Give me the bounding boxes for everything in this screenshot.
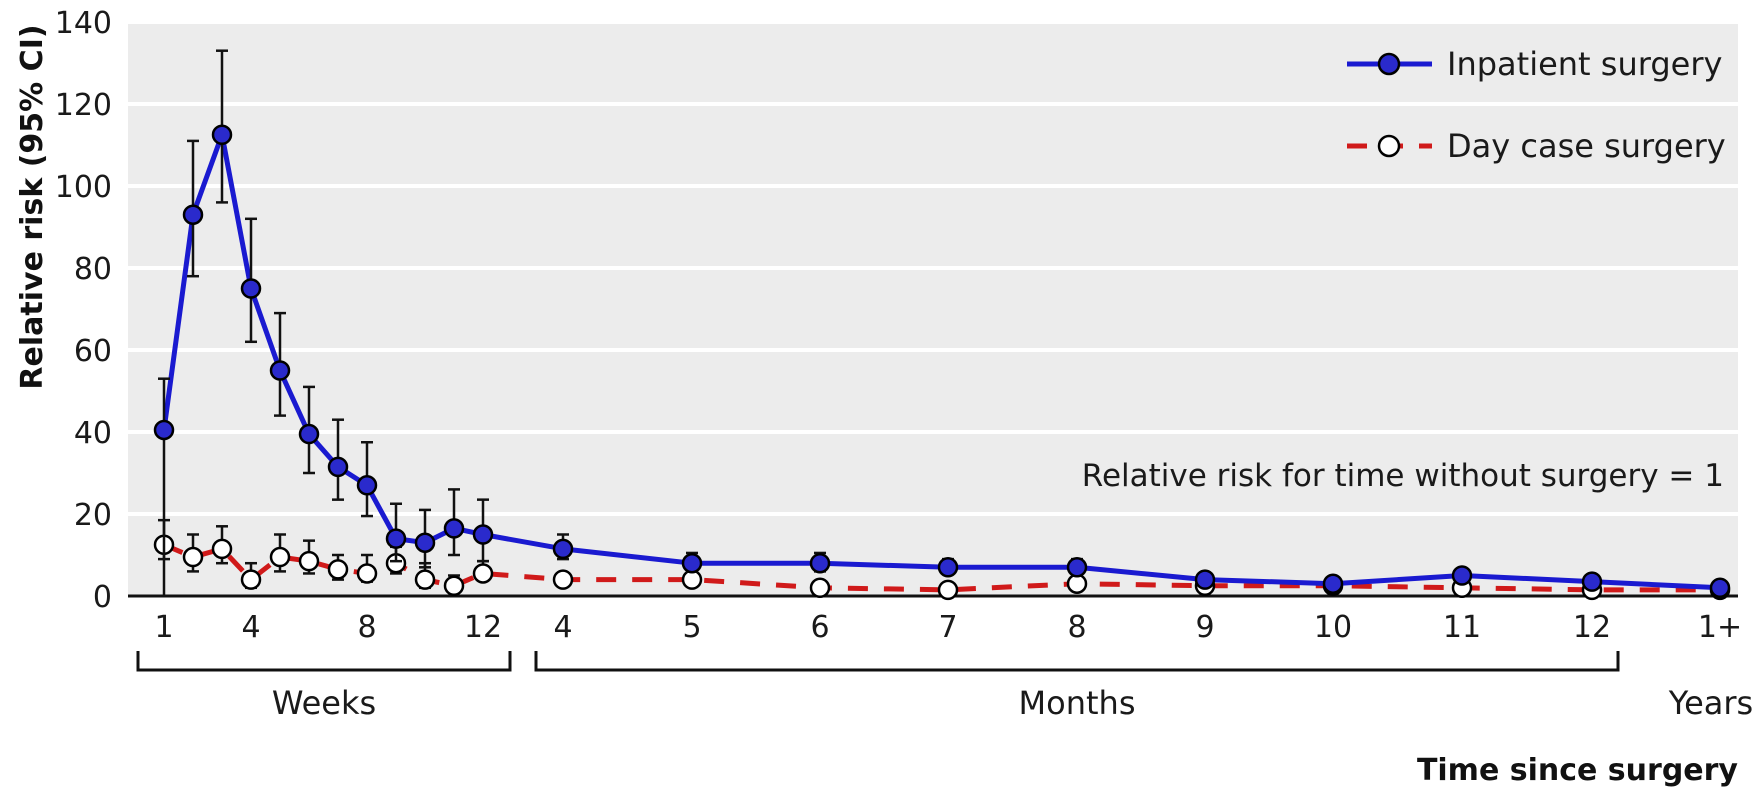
baseline-annotation: Relative risk for time without surgery =… xyxy=(1082,458,1724,494)
x-tick-label-3: 4 xyxy=(241,610,260,645)
data-point-inpatient-13 xyxy=(681,552,703,574)
data-point-inpatient-1 xyxy=(182,204,204,225)
bracket-weeks xyxy=(136,651,512,672)
data-point-daycase-4 xyxy=(269,546,291,568)
data-point-inpatient-2 xyxy=(211,124,233,145)
y-tick-label-60: 60 xyxy=(74,334,112,369)
group-label-weeks: Weeks xyxy=(272,684,376,722)
x-tick-label-15: 7 xyxy=(938,610,957,645)
x-tick-label-14: 6 xyxy=(810,610,829,645)
legend-daycase-marker xyxy=(1377,134,1401,158)
series-inpatient xyxy=(153,49,1731,599)
data-point-daycase-14 xyxy=(809,577,831,599)
x-tick-label-21: 1+ xyxy=(1698,610,1742,645)
x-tick-label-19: 11 xyxy=(1443,610,1481,645)
data-point-inpatient-18 xyxy=(1322,573,1344,594)
y-tick-labels: 0 20 40 60 80 100 120 140 xyxy=(55,6,112,615)
series-layer xyxy=(153,49,1731,601)
data-point-daycase-11 xyxy=(472,563,494,584)
group-label-months: Months xyxy=(1019,684,1136,722)
y-tick-label-0: 0 xyxy=(93,580,112,615)
x-tick-label-0: 1 xyxy=(154,610,173,645)
y-axis-title: Relative risk (95% CI) xyxy=(15,24,50,389)
data-point-daycase-1 xyxy=(182,546,204,568)
data-point-inpatient-8 xyxy=(385,528,407,549)
y-tick-label-40: 40 xyxy=(74,416,112,451)
plot-background xyxy=(128,22,1738,596)
legend-daycase-label: Day case surgery xyxy=(1447,127,1726,165)
data-point-inpatient-16 xyxy=(1066,557,1088,578)
x-tick-label-13: 5 xyxy=(682,610,701,645)
data-point-inpatient-17 xyxy=(1194,569,1216,590)
data-point-daycase-15 xyxy=(937,579,959,601)
data-point-daycase-5 xyxy=(298,550,320,572)
bracket-months xyxy=(534,651,1620,672)
series-line-daycase xyxy=(163,542,1720,593)
x-tick-label-7: 8 xyxy=(357,610,376,645)
data-point-daycase-7 xyxy=(356,563,378,584)
y-gridlines xyxy=(128,20,1738,516)
data-point-inpatient-15 xyxy=(937,557,959,578)
x-tick-label-20: 12 xyxy=(1573,610,1611,645)
data-point-daycase-10 xyxy=(443,575,465,596)
data-point-daycase-9 xyxy=(414,569,436,590)
data-point-daycase-12 xyxy=(552,569,574,590)
data-point-daycase-3 xyxy=(240,569,262,590)
x-tick-label-18: 10 xyxy=(1314,610,1352,645)
y-tick-label-140: 140 xyxy=(55,6,112,41)
data-point-inpatient-7 xyxy=(356,475,378,496)
y-tick-label-100: 100 xyxy=(55,170,112,205)
data-point-inpatient-11 xyxy=(472,524,494,545)
data-point-inpatient-6 xyxy=(327,456,349,478)
data-point-inpatient-12 xyxy=(552,538,574,560)
data-point-inpatient-19 xyxy=(1451,565,1473,586)
x-group-brackets: Weeks Months Years xyxy=(136,651,1753,722)
legend-inpatient-marker xyxy=(1377,52,1401,76)
data-point-inpatient-3 xyxy=(240,278,262,299)
data-point-inpatient-10 xyxy=(443,518,465,539)
x-axis-title: Time since surgery xyxy=(1417,753,1738,787)
data-point-inpatient-14 xyxy=(809,552,831,574)
series-line-inpatient xyxy=(161,132,1721,591)
y-tick-label-20: 20 xyxy=(74,498,112,533)
data-point-inpatient-9 xyxy=(414,532,436,553)
y-tick-label-80: 80 xyxy=(74,252,112,287)
group-label-years: Years xyxy=(1668,684,1753,722)
legend: Inpatient surgery Day case surgery xyxy=(1347,45,1726,165)
legend-inpatient-label: Inpatient surgery xyxy=(1447,45,1722,83)
data-point-inpatient-20 xyxy=(1581,571,1603,592)
x-tick-labels: 1 4 8 12 4 5 6 7 8 9 10 11 12 1+ xyxy=(154,610,1742,645)
data-point-inpatient-5 xyxy=(298,423,320,445)
x-tick-label-17: 9 xyxy=(1195,610,1214,645)
x-tick-label-11: 12 xyxy=(464,610,502,645)
data-point-daycase-6 xyxy=(327,559,349,580)
data-point-daycase-2 xyxy=(211,538,233,560)
data-point-inpatient-0 xyxy=(153,419,175,441)
x-tick-label-16: 8 xyxy=(1067,610,1086,645)
data-point-inpatient-4 xyxy=(269,360,291,381)
data-point-inpatient-21 xyxy=(1709,577,1731,599)
y-tick-label-120: 120 xyxy=(55,88,112,123)
x-tick-label-12: 4 xyxy=(553,610,572,645)
